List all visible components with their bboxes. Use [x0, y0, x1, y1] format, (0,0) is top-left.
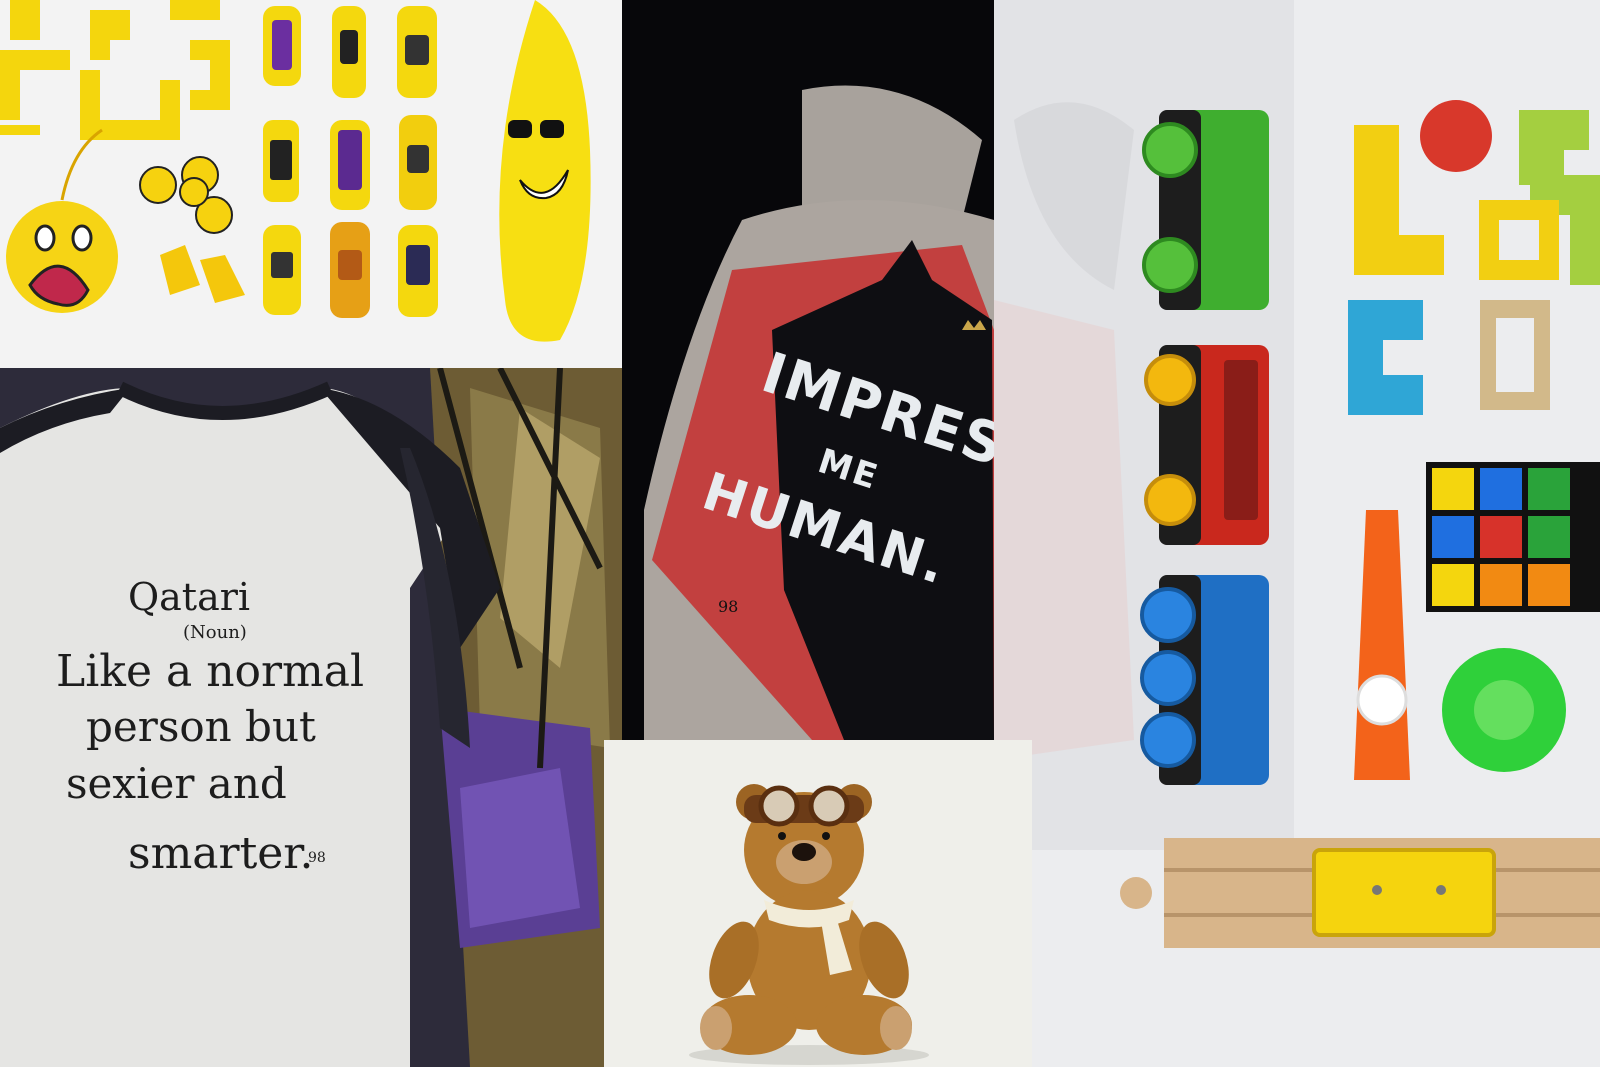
tshirt-text-line4: smarter.: [128, 828, 313, 879]
yellow-toys-illustration: [0, 0, 622, 368]
tshirt-text-noun: (Noun): [183, 622, 247, 643]
tshirt-text-line3: sexier and: [66, 759, 287, 808]
hoodie-illustration: IMPRESS ME HUMAN. 98: [622, 0, 994, 740]
toy-trains-photo: [994, 0, 1600, 1067]
hoodie-signature: 98: [718, 597, 738, 616]
tshirt-text-word: Qatari: [128, 575, 250, 619]
toy-trains-illustration: [994, 0, 1600, 1067]
tshirt-text-line2: person but: [86, 702, 316, 751]
yellow-toys-photo: [0, 0, 622, 368]
tshirt-photo: Qatari (Noun) Like a normal person but s…: [0, 368, 622, 1067]
tshirt-illustration: Qatari (Noun) Like a normal person but s…: [0, 368, 622, 1067]
teddy-bear-photo: [604, 740, 1032, 1067]
tshirt-signature: 98: [308, 850, 326, 866]
teddy-bear-illustration: [604, 740, 1032, 1067]
hoodie-photo: IMPRESS ME HUMAN. 98: [622, 0, 994, 740]
tshirt-text-line1: Like a normal: [56, 646, 364, 697]
